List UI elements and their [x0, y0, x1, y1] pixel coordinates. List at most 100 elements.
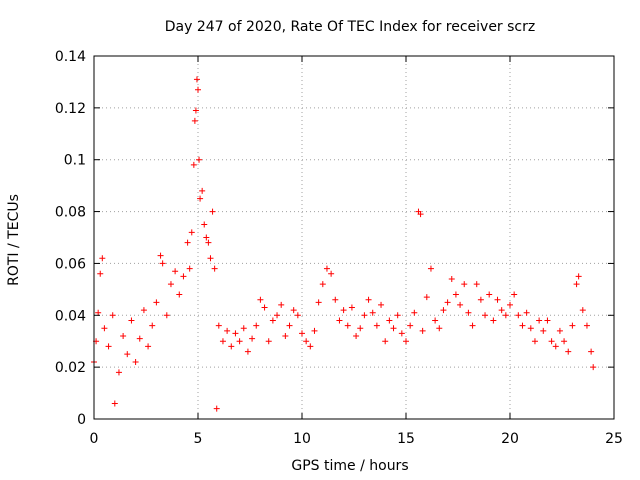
data-point: [507, 301, 513, 308]
data-point: [157, 252, 164, 259]
data-point: [378, 301, 385, 308]
data-point: [515, 312, 522, 319]
data-point: [565, 348, 572, 355]
data-point: [403, 338, 409, 345]
data-point: [209, 208, 216, 215]
data-point: [149, 322, 156, 329]
data-point: [473, 281, 480, 288]
x-axis-title: GPS time / hours: [291, 458, 408, 474]
data-point: [336, 317, 343, 324]
data-point: [357, 325, 364, 332]
data-point: [199, 187, 206, 194]
data-point: [417, 211, 424, 218]
data-point: [99, 255, 106, 262]
y-tick-label: 0.12: [55, 101, 86, 117]
axis-ticks: [93, 55, 615, 420]
data-point: [398, 330, 405, 337]
data-point: [184, 239, 191, 246]
data-point: [286, 322, 293, 329]
data-point: [195, 86, 201, 93]
data-point: [282, 333, 289, 340]
data-point: [440, 307, 447, 314]
data-point: [192, 107, 199, 114]
data-point: [269, 317, 276, 324]
data-point: [432, 317, 439, 324]
data-point: [536, 317, 543, 324]
data-point: [290, 307, 297, 314]
data-point: [573, 281, 580, 288]
y-tick-label: 0.02: [55, 360, 86, 376]
data-point: [502, 312, 509, 319]
data-point: [136, 335, 143, 342]
chart-title: Day 247 of 2020, Rate Of TEC Index for r…: [165, 19, 535, 35]
data-point: [482, 312, 489, 319]
data-point: [193, 76, 200, 83]
data-point: [249, 335, 256, 342]
data-point: [523, 309, 530, 316]
data-points: [91, 76, 597, 412]
data-point: [124, 351, 131, 358]
data-point: [419, 327, 426, 334]
data-point: [319, 281, 326, 288]
data-point: [436, 325, 443, 332]
data-point: [311, 327, 318, 334]
data-point: [132, 358, 139, 365]
data-point: [328, 270, 335, 277]
data-point: [552, 343, 559, 350]
data-point: [203, 234, 210, 241]
data-point: [427, 265, 434, 272]
data-point: [274, 312, 281, 319]
data-point: [265, 338, 272, 345]
data-point: [561, 338, 568, 345]
data-point: [527, 325, 534, 332]
data-point: [219, 338, 226, 345]
data-point: [361, 312, 368, 319]
data-point: [196, 156, 203, 163]
data-point: [257, 296, 264, 303]
x-tick-label: 10: [293, 431, 311, 447]
data-point: [579, 307, 586, 314]
data-point: [583, 322, 590, 329]
data-point: [588, 348, 595, 355]
data-point: [394, 312, 401, 319]
data-point: [444, 299, 451, 306]
data-point: [323, 265, 330, 272]
data-point: [498, 307, 505, 314]
data-point: [111, 400, 118, 407]
data-point: [540, 327, 547, 334]
data-point: [236, 338, 243, 345]
y-tick-label: 0.14: [55, 49, 86, 65]
y-tick-labels: 0 0.02 0.04 0.06 0.08 0.1 0.12 0.14: [55, 49, 86, 428]
data-point: [167, 281, 174, 288]
grid: [94, 56, 614, 419]
data-point: [340, 307, 347, 314]
plot-frame: [93, 55, 615, 420]
data-point: [373, 322, 380, 329]
data-point: [390, 325, 397, 332]
data-point: [315, 299, 322, 306]
data-point: [163, 312, 170, 319]
y-tick-label: 0.04: [55, 308, 86, 324]
data-point: [511, 291, 518, 298]
data-point: [494, 296, 501, 303]
data-point: [128, 317, 135, 324]
data-point: [407, 322, 414, 329]
data-point: [180, 273, 187, 280]
data-point: [531, 338, 538, 345]
y-tick-label: 0.08: [55, 205, 86, 221]
data-point: [365, 296, 372, 303]
data-point: [244, 348, 251, 355]
data-point: [299, 330, 305, 337]
data-point: [105, 343, 112, 350]
data-point: [461, 281, 468, 288]
data-point: [201, 221, 208, 228]
data-point: [215, 322, 222, 329]
data-point: [228, 343, 235, 350]
data-point: [101, 325, 108, 332]
data-point: [232, 330, 239, 337]
data-point: [153, 299, 160, 306]
x-tick-label: 5: [194, 431, 203, 447]
data-point: [307, 343, 314, 350]
data-point: [548, 338, 555, 345]
